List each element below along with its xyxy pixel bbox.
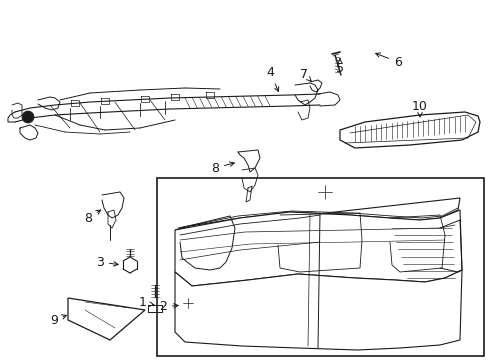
Text: 10: 10 (411, 99, 427, 117)
Text: 8: 8 (210, 162, 234, 175)
Bar (190, 290, 289, 335)
Bar (421, 222, 427, 278)
Bar (444, 217, 450, 272)
Circle shape (22, 111, 34, 123)
Bar (434, 220, 440, 275)
Text: 3: 3 (96, 256, 118, 269)
Bar (249, 298, 309, 333)
Polygon shape (175, 198, 459, 230)
Bar (451, 215, 457, 270)
Text: 1: 1 (139, 297, 154, 310)
Polygon shape (68, 298, 145, 340)
Bar (157, 178, 483, 356)
Text: 7: 7 (299, 68, 311, 81)
Polygon shape (175, 210, 461, 286)
Text: 8: 8 (84, 210, 101, 225)
Text: 2: 2 (159, 301, 178, 314)
Text: 5: 5 (335, 59, 343, 75)
Text: 4: 4 (265, 66, 278, 91)
Polygon shape (175, 270, 461, 350)
Text: 6: 6 (375, 53, 401, 68)
Text: 9: 9 (50, 314, 66, 327)
Polygon shape (339, 112, 479, 148)
